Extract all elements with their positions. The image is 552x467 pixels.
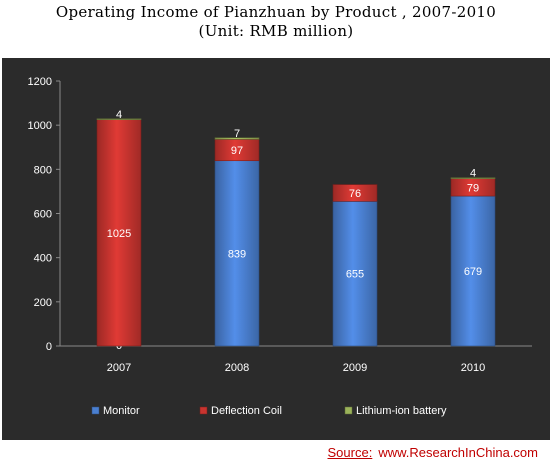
x-tick-label: 2010 <box>461 362 485 374</box>
y-tick-label: 1000 <box>28 120 52 132</box>
y-tick-label: 0 <box>46 341 52 353</box>
data-label-lithium-ion-battery-2007: 4 <box>116 109 122 121</box>
chart-title: Operating Income of Pianzhuan by Product… <box>55 3 497 21</box>
data-label-monitor-2010: 679 <box>464 266 482 278</box>
x-tick-label: 2007 <box>107 362 131 374</box>
bar-deflection-coil-2007 <box>96 119 142 347</box>
chart-subtitle: (Unit: RMB million) <box>198 22 354 40</box>
legend-label-deflection-coil: Deflection Coil <box>211 405 282 417</box>
bar-deflection-coil-2009 <box>332 184 378 202</box>
x-tick-label: 2009 <box>343 362 367 374</box>
data-label-monitor-2009: 655 <box>346 269 364 281</box>
legend-swatch-lithium-ion-battery <box>344 406 353 415</box>
legend-swatch-deflection-coil <box>199 406 208 415</box>
bar-monitor-2008 <box>214 160 260 347</box>
y-tick-label: 800 <box>34 164 52 176</box>
source-url[interactable]: www.ResearchInChina.com <box>378 445 538 460</box>
data-label-deflection-coil-2007: 1025 <box>107 228 131 240</box>
source-note: Source: www.ResearchInChina.com <box>328 445 539 460</box>
bar-lithium-ion-battery-2008 <box>214 137 260 140</box>
source-label: Source: <box>327 445 373 460</box>
y-tick-label: 200 <box>34 297 52 309</box>
y-tick-label: 1200 <box>28 76 52 88</box>
bar-lithium-ion-battery-2007 <box>96 118 142 120</box>
bar-lithium-ion-battery-2010 <box>450 177 496 179</box>
y-tick-label: 600 <box>34 209 52 221</box>
x-tick-label: 2008 <box>225 362 249 374</box>
data-label-deflection-coil-2008: 97 <box>231 145 243 157</box>
bar-monitor-2010 <box>450 195 496 347</box>
legend-swatch-monitor <box>91 406 100 415</box>
data-label-deflection-coil-2009: 76 <box>349 188 361 200</box>
y-tick-label: 400 <box>34 253 52 265</box>
data-label-monitor-2008: 839 <box>228 248 246 260</box>
bar-monitor-2009 <box>332 201 378 347</box>
data-label-lithium-ion-battery-2008: 7 <box>234 128 240 140</box>
legend-label-lithium-ion-battery: Lithium-ion battery <box>356 405 447 417</box>
data-label-lithium-ion-battery-2010: 4 <box>470 168 476 180</box>
legend-label-monitor: Monitor <box>103 405 140 417</box>
data-label-deflection-coil-2010: 79 <box>467 182 479 194</box>
